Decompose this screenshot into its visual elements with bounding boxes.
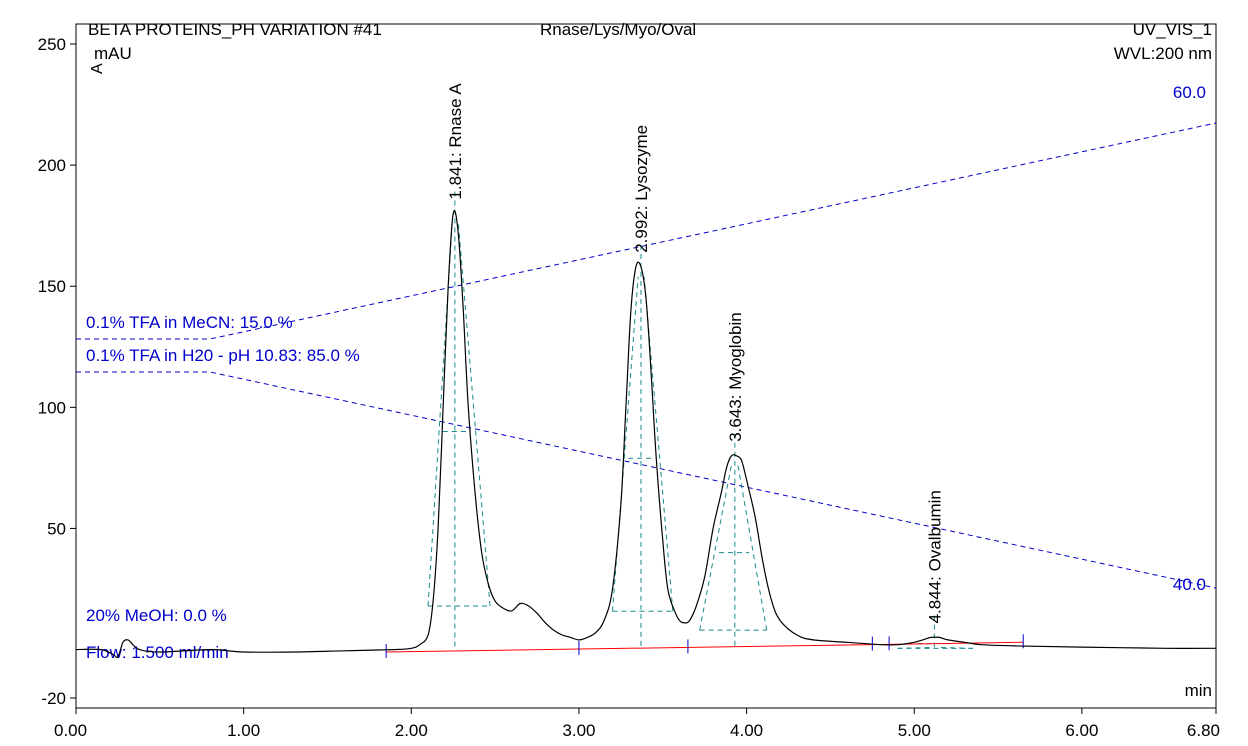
peak-label: 2.992: Lysozyme: [632, 125, 651, 253]
wavelength-label: WVL:200 nm: [1114, 44, 1212, 63]
x-tick-label: 1.00: [227, 721, 260, 740]
y-axis: -20 50 100 150 200 250: [38, 35, 76, 708]
x-unit-label: min: [1185, 681, 1212, 700]
peak-label: 1.841: Rnase A: [446, 83, 465, 200]
channel-label: UV_VIS_1: [1133, 20, 1212, 39]
peak-tangent: [938, 646, 973, 649]
peak-tangent: [457, 223, 491, 606]
gradient-line-h2o: [76, 371, 1217, 589]
signal-layer: [75, 209, 1217, 659]
x-tick-label: 2.00: [395, 721, 428, 740]
y-tick-label: -20: [41, 689, 66, 708]
y-tick-label: 200: [38, 156, 66, 175]
gradient-label-mecn: 0.1% TFA in MeCN: 15.0 %: [86, 313, 293, 332]
peak-tangent: [699, 465, 732, 631]
y-unit-label: mAU: [94, 44, 132, 63]
gradient-lines: [76, 122, 1217, 589]
peak-tangent: [737, 465, 768, 631]
integration-baseline: [386, 641, 1024, 653]
peak-label: 3.643: Myoglobin: [726, 312, 745, 441]
y-tick-label: 50: [47, 519, 66, 538]
tray-marker: A: [89, 63, 106, 74]
x-tick-label: 0.00: [54, 721, 87, 740]
peak-labels: 1.841: Rnase A 2.992: Lysozyme 3.643: Myog…: [446, 83, 945, 624]
x-tick-label: 5.00: [898, 721, 931, 740]
gradient-line-mecn: [76, 122, 1217, 340]
y-tick-label: 250: [38, 35, 66, 54]
peak-tangent: [897, 646, 931, 649]
x-tick-label: 6.00: [1065, 721, 1098, 740]
plot-frame: [75, 23, 1217, 709]
peak-label: 4.844: Ovalbumin: [925, 490, 944, 623]
gradient-end-top: 60.0: [1173, 83, 1206, 102]
x-axis: 0.00 1.00 2.00 3.00 4.00 5.00 6.00 6.80: [54, 708, 1220, 740]
x-tick-label: 6.80: [1187, 721, 1220, 740]
gradient-end-bottom: 40.0: [1173, 575, 1206, 594]
sample-name: Rnase/Lys/Myo/Oval: [540, 20, 696, 39]
x-tick-label: 3.00: [562, 721, 595, 740]
chart-title: BETA PROTEINS_PH VARIATION #41: [88, 20, 382, 39]
gradient-label-meoh: 20% MeOH: 0.0 %: [86, 606, 227, 625]
signal-trace: [75, 209, 1217, 659]
gradient-label-h2o: 0.1% TFA in H20 - pH 10.83: 85.0 %: [86, 346, 360, 365]
x-tick-label: 4.00: [730, 721, 763, 740]
y-tick-label: 150: [38, 277, 66, 296]
y-tick-label: 100: [38, 398, 66, 417]
